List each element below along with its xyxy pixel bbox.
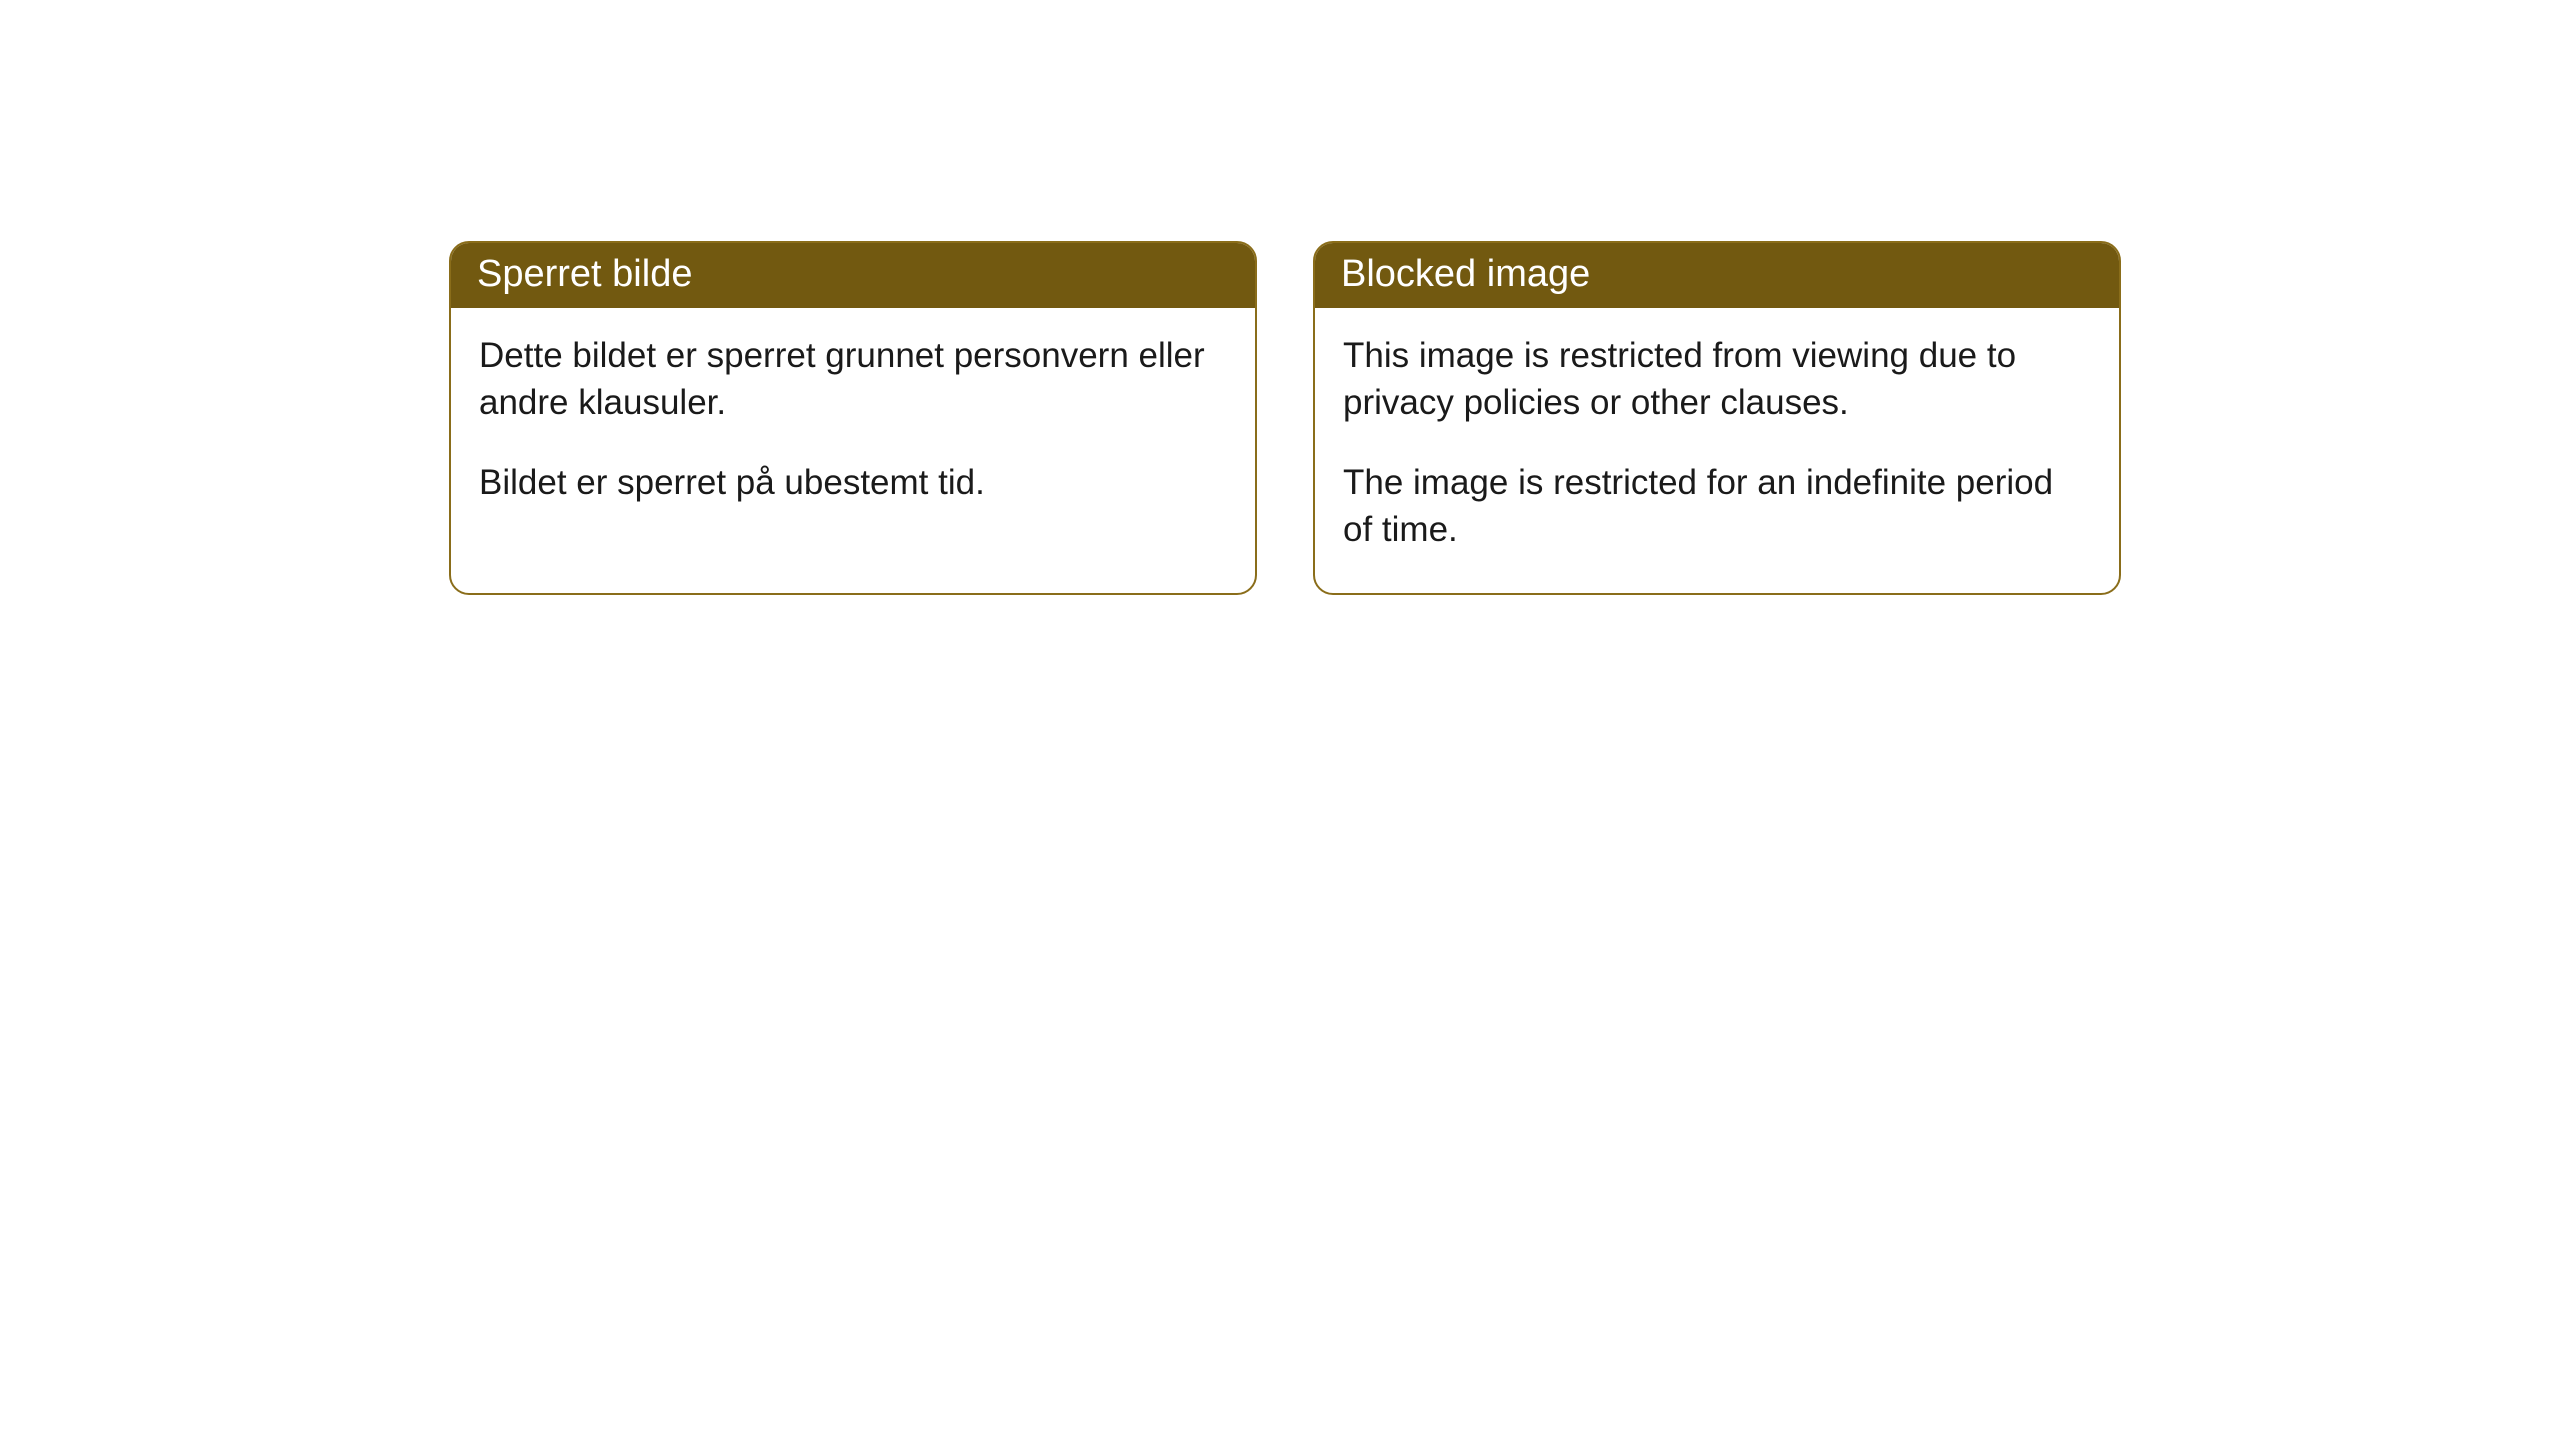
card-body: This image is restricted from viewing du… xyxy=(1315,308,2119,593)
notice-cards-container: Sperret bilde Dette bildet er sperret gr… xyxy=(0,0,2560,595)
blocked-image-card-en: Blocked image This image is restricted f… xyxy=(1313,241,2121,595)
card-header: Sperret bilde xyxy=(451,243,1255,308)
card-body: Dette bildet er sperret grunnet personve… xyxy=(451,308,1255,546)
card-header: Blocked image xyxy=(1315,243,2119,308)
card-paragraph-2: The image is restricted for an indefinit… xyxy=(1343,459,2091,554)
card-paragraph-1: Dette bildet er sperret grunnet personve… xyxy=(479,332,1227,427)
card-paragraph-2: Bildet er sperret på ubestemt tid. xyxy=(479,459,1227,506)
blocked-image-card-no: Sperret bilde Dette bildet er sperret gr… xyxy=(449,241,1257,595)
card-paragraph-1: This image is restricted from viewing du… xyxy=(1343,332,2091,427)
